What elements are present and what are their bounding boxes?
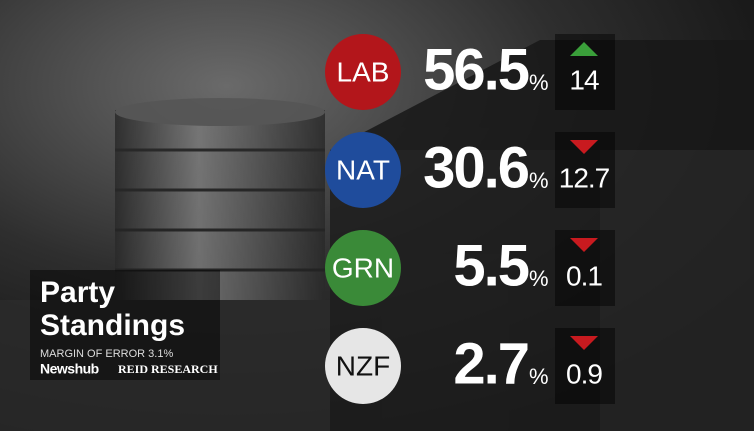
party-name: GRN xyxy=(332,252,394,283)
vote-share: 30.6 xyxy=(423,135,529,200)
unit: % xyxy=(529,168,549,193)
change: 0.9 xyxy=(566,358,602,389)
unit: % xyxy=(529,70,549,95)
party-badge xyxy=(325,132,401,208)
vote-share: 5.5 xyxy=(453,233,528,298)
subtitle: MARGIN OF ERROR 3.1% xyxy=(40,348,173,360)
unit: % xyxy=(529,266,549,291)
change: 12.7 xyxy=(559,162,610,193)
title-panel xyxy=(30,270,220,380)
vote-share: 2.7 xyxy=(453,331,528,396)
change: 0.1 xyxy=(566,260,602,291)
change-arrow xyxy=(570,140,598,154)
partner: REID RESEARCH xyxy=(118,362,218,376)
title: Party xyxy=(40,276,115,309)
party-name: LAB xyxy=(337,56,390,87)
party-name: NAT xyxy=(336,154,390,185)
vote-share: 56.5 xyxy=(423,37,529,102)
unit: % xyxy=(529,364,549,389)
rows: LAB 56.5% 14 NAT 30.6% 12.7 GRN 5.5% 0.1 NZF 2.7% 0… xyxy=(325,34,615,404)
party-badge xyxy=(325,230,401,306)
change: 14 xyxy=(569,64,599,95)
brand: Newshub xyxy=(40,361,99,377)
party-badge xyxy=(325,328,401,404)
change-arrow xyxy=(570,238,598,252)
building-photo xyxy=(0,40,754,431)
change-arrow xyxy=(570,42,598,56)
change-arrow xyxy=(570,336,598,350)
party-name: NZF xyxy=(336,350,390,381)
party-badge xyxy=(325,34,401,110)
title: Standings xyxy=(40,309,185,342)
